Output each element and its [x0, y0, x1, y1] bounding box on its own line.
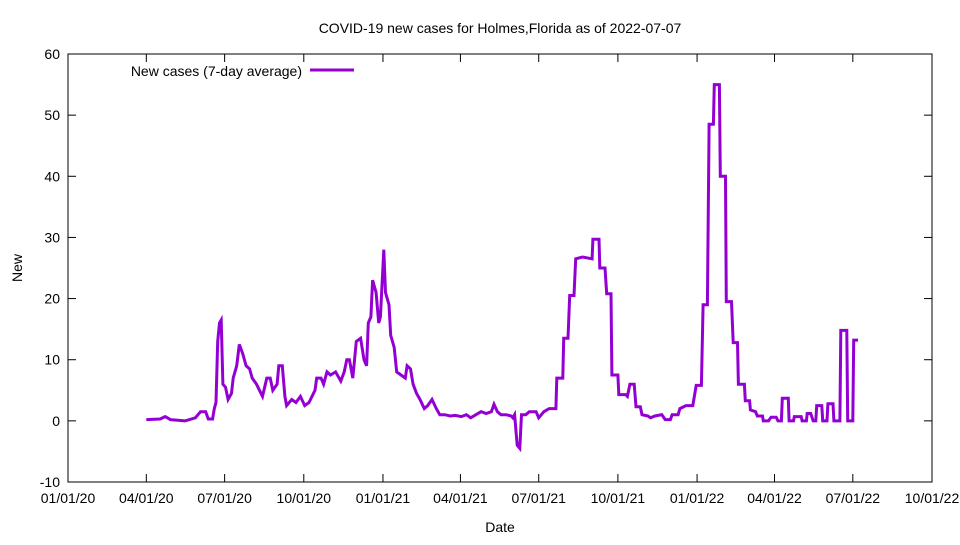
x-tick-label: 01/01/20 [41, 490, 96, 506]
y-tick-label: 40 [44, 168, 60, 184]
legend-label: New cases (7-day average) [131, 63, 302, 79]
x-axis-label: Date [485, 519, 515, 535]
x-tick-label: 07/01/22 [826, 490, 881, 506]
x-tick-label: 04/01/20 [119, 490, 174, 506]
series-line [146, 83, 858, 453]
chart-title: COVID-19 new cases for Holmes,Florida as… [319, 20, 682, 36]
y-tick-label: -10 [40, 474, 60, 490]
y-tick-label: 30 [44, 229, 60, 245]
x-tick-label: 10/01/21 [591, 490, 646, 506]
x-tick-label: 01/01/22 [670, 490, 725, 506]
x-tick-label: 07/01/21 [511, 490, 566, 506]
x-tick-label: 10/01/22 [905, 490, 960, 506]
y-tick-label: 20 [44, 291, 60, 307]
y-axis-label: New [9, 253, 25, 282]
plot-frame [67, 53, 933, 483]
x-tick-label: 01/01/21 [356, 490, 411, 506]
x-tick-label: 04/01/21 [433, 490, 488, 506]
x-tick-label: 07/01/20 [197, 490, 252, 506]
y-tick-label: 0 [52, 413, 60, 429]
y-tick-label: 10 [44, 352, 60, 368]
x-tick-label: 04/01/22 [747, 490, 802, 506]
y-tick-label: 50 [44, 107, 60, 123]
x-tick-label: 10/01/20 [277, 490, 332, 506]
y-tick-label: 60 [44, 46, 60, 62]
legend: New cases (7-day average) [131, 63, 354, 79]
